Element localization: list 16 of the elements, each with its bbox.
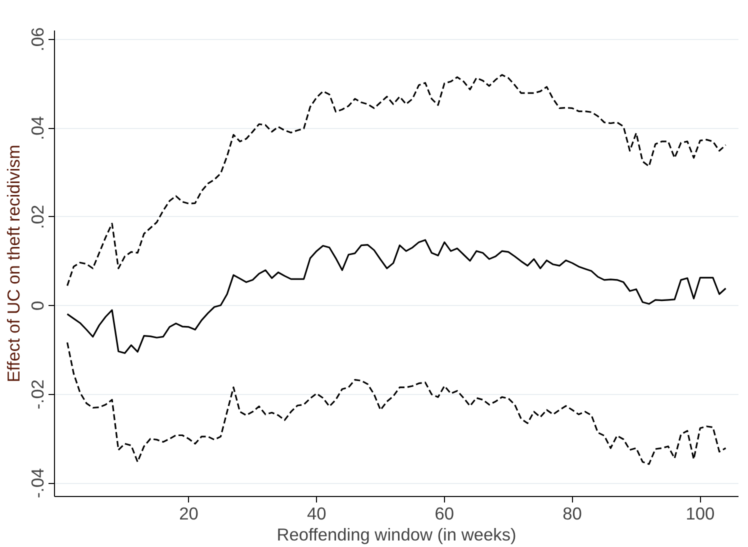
x-tick-label: 40 [306,504,326,524]
y-tick-label: -.02 [28,379,48,410]
line-series [66,239,727,354]
x-tick-label: 100 [686,504,715,524]
x-tick-label: 60 [434,504,454,524]
y-tick-label: -.04 [28,468,48,498]
y-tick-label: 0 [28,300,48,310]
x-tick-label: 80 [562,504,582,524]
line-series [66,74,727,286]
x-axis-title: Reoffending window (in weeks) [276,524,516,544]
y-tick-label: .02 [28,204,48,229]
x-tick-label: 20 [179,504,198,524]
y-tick-label: .06 [28,27,48,52]
y-axis-title: Effect of UC on theft recidivism [4,144,24,382]
line-series [66,342,727,465]
y-tick-label: .04 [28,116,48,140]
